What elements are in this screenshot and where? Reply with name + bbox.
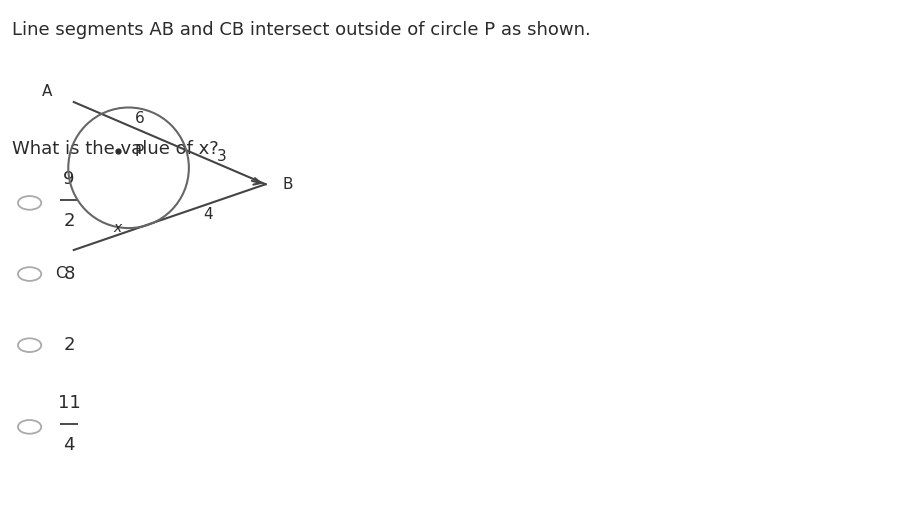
Text: 6: 6 bbox=[135, 111, 144, 126]
Text: 9: 9 bbox=[64, 170, 74, 188]
Text: What is the value of x?: What is the value of x? bbox=[12, 140, 218, 158]
Text: P: P bbox=[134, 144, 144, 159]
Text: C: C bbox=[55, 267, 65, 281]
Text: A: A bbox=[41, 84, 52, 99]
Text: 4: 4 bbox=[64, 436, 74, 454]
Text: 2: 2 bbox=[64, 336, 74, 354]
Text: 8: 8 bbox=[64, 265, 74, 283]
Text: Line segments AB and CB intersect outside of circle P as shown.: Line segments AB and CB intersect outsid… bbox=[12, 21, 590, 39]
Text: 4: 4 bbox=[204, 207, 213, 222]
Text: 2: 2 bbox=[64, 212, 74, 230]
Text: B: B bbox=[282, 177, 292, 192]
Text: x: x bbox=[114, 221, 122, 235]
Text: 3: 3 bbox=[217, 149, 227, 164]
Text: 11: 11 bbox=[57, 394, 81, 412]
